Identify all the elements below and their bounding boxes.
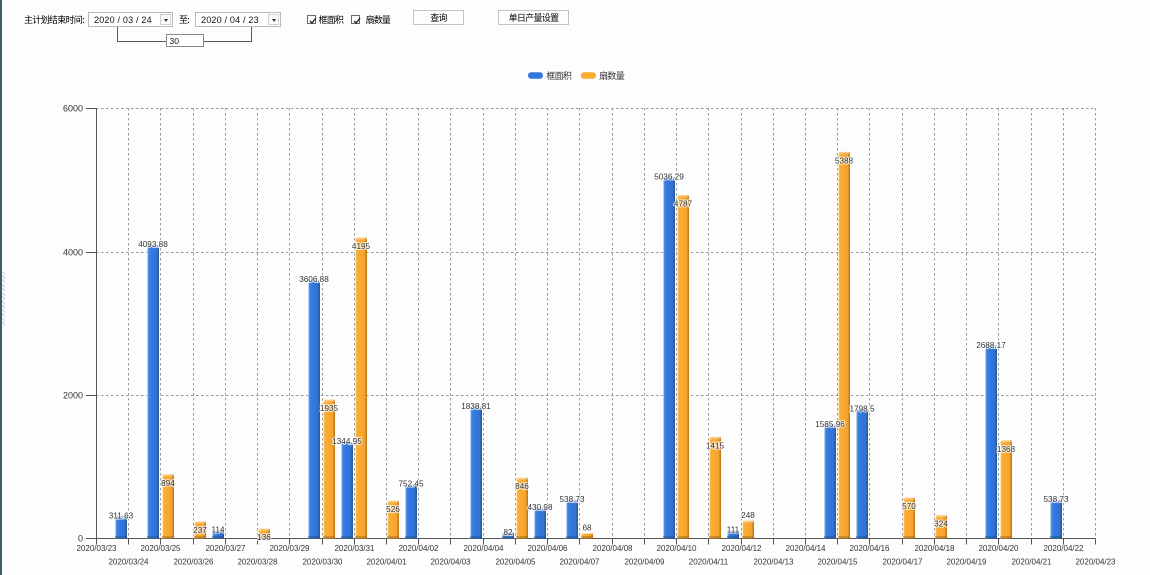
svg-text:2000: 2000 <box>63 391 83 401</box>
svg-text:2020/04/16: 2020/04/16 <box>849 544 890 553</box>
svg-text:2020/04/17: 2020/04/17 <box>882 558 923 567</box>
svg-text:111: 111 <box>727 526 740 535</box>
svg-text:3606.88: 3606.88 <box>299 275 329 284</box>
svg-text:1585.96: 1585.96 <box>815 420 845 429</box>
svg-text:2020/03/31: 2020/03/31 <box>334 544 375 553</box>
svg-text:1798.5: 1798.5 <box>849 405 874 414</box>
svg-text:82: 82 <box>503 528 513 537</box>
svg-text:2020/04/05: 2020/04/05 <box>495 558 536 567</box>
svg-text:2020/03/28: 2020/03/28 <box>237 558 278 567</box>
svg-text:4195: 4195 <box>352 242 371 251</box>
svg-text:2020/03/29: 2020/03/29 <box>269 544 310 553</box>
svg-text:2020/04/09: 2020/04/09 <box>624 558 665 567</box>
svg-text:4000: 4000 <box>63 248 83 258</box>
svg-text:2020/03/26: 2020/03/26 <box>173 558 214 567</box>
svg-text:248: 248 <box>741 511 755 520</box>
svg-text:430.98: 430.98 <box>527 503 552 512</box>
svg-text:2020/04/01: 2020/04/01 <box>366 558 407 567</box>
svg-text:752.45: 752.45 <box>398 480 423 489</box>
svg-text:1415: 1415 <box>706 441 725 450</box>
svg-text:2020/04/08: 2020/04/08 <box>592 544 633 553</box>
svg-text:2020/04/06: 2020/04/06 <box>527 544 568 553</box>
svg-text:5036.29: 5036.29 <box>654 172 684 181</box>
svg-text:2020/03/23: 2020/03/23 <box>76 544 117 553</box>
svg-text:2020/04/02: 2020/04/02 <box>398 544 439 553</box>
svg-text:框面积: 框面积 <box>546 69 572 82</box>
svg-text:2020/03/25: 2020/03/25 <box>140 544 181 553</box>
svg-text:136: 136 <box>257 533 271 542</box>
svg-text:570: 570 <box>902 502 916 511</box>
svg-text:2020/04/22: 2020/04/22 <box>1043 544 1084 553</box>
svg-text:5388: 5388 <box>835 156 854 165</box>
svg-text:538.73: 538.73 <box>559 495 584 504</box>
svg-text:237: 237 <box>193 526 207 535</box>
svg-text:2020/04/20: 2020/04/20 <box>978 544 1019 553</box>
svg-text:2020/03/30: 2020/03/30 <box>302 558 343 567</box>
svg-text:2020/04/04: 2020/04/04 <box>463 544 504 553</box>
svg-text:2688.17: 2688.17 <box>976 341 1006 350</box>
svg-text:2020/04/13: 2020/04/13 <box>753 558 794 567</box>
svg-text:2020/04/19: 2020/04/19 <box>946 558 987 567</box>
svg-text:2020/04/14: 2020/04/14 <box>785 544 826 553</box>
svg-text:114: 114 <box>211 526 224 535</box>
svg-text:1344.95: 1344.95 <box>332 437 362 446</box>
svg-text:846: 846 <box>515 482 529 491</box>
svg-text:扇数量: 扇数量 <box>599 69 625 82</box>
svg-text:1368: 1368 <box>997 445 1016 454</box>
svg-text:2020/03/27: 2020/03/27 <box>205 544 246 553</box>
svg-text:324: 324 <box>934 520 948 529</box>
svg-text:2020/04/11: 2020/04/11 <box>689 558 729 567</box>
svg-text:4093.88: 4093.88 <box>138 240 168 249</box>
svg-text:311.63: 311.63 <box>109 511 134 520</box>
svg-text:2020/03/24: 2020/03/24 <box>108 558 149 567</box>
svg-text:68: 68 <box>582 524 592 533</box>
svg-text:6000: 6000 <box>63 104 83 114</box>
svg-text:2020/04/10: 2020/04/10 <box>656 544 697 553</box>
svg-text:2020/04/23: 2020/04/23 <box>1075 558 1116 567</box>
svg-text:2020/04/18: 2020/04/18 <box>914 544 955 553</box>
svg-text:2020/04/12: 2020/04/12 <box>721 544 762 553</box>
svg-text:4787: 4787 <box>674 199 693 208</box>
svg-text:2020/04/07: 2020/04/07 <box>559 558 600 567</box>
svg-text:2020/04/03: 2020/04/03 <box>430 558 471 567</box>
svg-text:538.73: 538.73 <box>1043 495 1068 504</box>
svg-text:894: 894 <box>161 479 175 488</box>
svg-text:526: 526 <box>386 505 400 514</box>
svg-text:2020/04/15: 2020/04/15 <box>817 558 858 567</box>
svg-text:1838.81: 1838.81 <box>461 402 491 411</box>
svg-text:0: 0 <box>78 534 83 544</box>
svg-text:2020/04/21: 2020/04/21 <box>1011 558 1052 567</box>
svg-text:1935: 1935 <box>320 404 339 413</box>
